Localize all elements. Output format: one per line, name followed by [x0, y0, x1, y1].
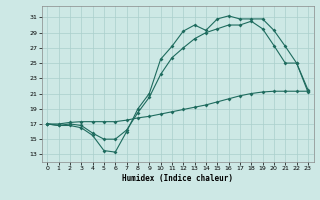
X-axis label: Humidex (Indice chaleur): Humidex (Indice chaleur) — [122, 174, 233, 183]
